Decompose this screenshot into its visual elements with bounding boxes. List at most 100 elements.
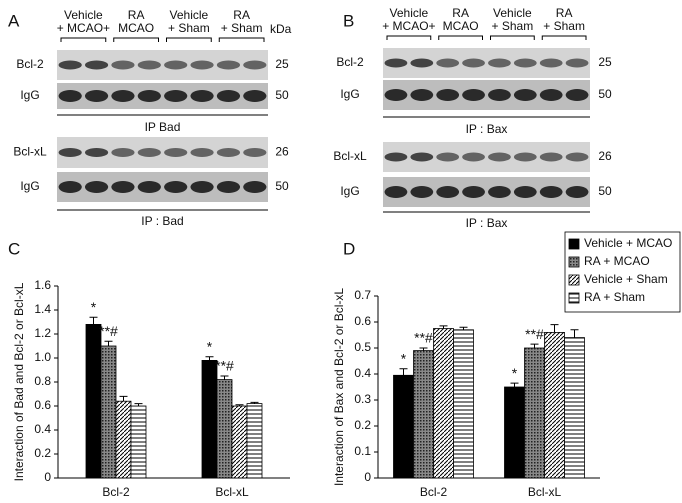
legend-box xyxy=(564,231,681,313)
y-tick-label: 0.8 xyxy=(34,374,51,388)
blot-band xyxy=(436,152,460,162)
blot-band xyxy=(84,148,109,157)
blot-band xyxy=(58,90,82,102)
blot-band xyxy=(84,60,109,70)
bar xyxy=(393,374,414,479)
blot-band xyxy=(190,148,214,157)
bar xyxy=(433,328,454,479)
y-tick-label: 1.2 xyxy=(34,326,51,340)
blot-band xyxy=(410,58,434,68)
row-label: Bcl-2 xyxy=(16,57,44,71)
group-label: Vehicle xyxy=(390,6,429,20)
significance-label: **# xyxy=(99,323,118,339)
blot-band xyxy=(164,148,188,157)
blot-band xyxy=(216,148,241,157)
blot-band xyxy=(384,89,408,101)
blot-band xyxy=(216,181,241,193)
blot-band xyxy=(513,89,537,101)
ip-caption: IP Bad xyxy=(145,120,181,134)
blot-band xyxy=(190,90,214,102)
group-label: RA xyxy=(128,8,145,22)
group-label: Vehicle xyxy=(493,6,532,20)
error-bar xyxy=(550,324,559,333)
error-bar xyxy=(220,375,229,380)
blot-band xyxy=(565,58,589,68)
row-label: IgG xyxy=(340,87,359,101)
kda-label: 50 xyxy=(275,179,289,193)
blot-band xyxy=(513,58,537,68)
blot-band xyxy=(216,90,241,102)
blot-band xyxy=(384,152,408,162)
row-label: Bcl-xL xyxy=(333,149,367,163)
bar xyxy=(453,329,474,479)
blot-band xyxy=(84,181,109,193)
group-label: MCAO xyxy=(443,19,479,33)
unit-label: kDa xyxy=(270,22,292,36)
error-bar xyxy=(510,382,519,387)
legend-label: Vehicle + MCAO xyxy=(584,236,672,250)
y-axis-label: Interaction of Bad and Bcl-2 or Bcl-xL xyxy=(12,282,26,481)
panel-label: C xyxy=(8,239,20,258)
kda-label: 25 xyxy=(598,55,612,69)
group-bracket xyxy=(166,37,212,42)
bar xyxy=(100,345,117,479)
bar xyxy=(504,386,525,479)
legend-swatch xyxy=(568,274,580,286)
group-label: + Sham xyxy=(221,21,263,35)
y-tick-label: 0.2 xyxy=(354,418,371,432)
legend-label: RA + MCAO xyxy=(584,254,650,268)
legend-swatch xyxy=(568,256,580,268)
error-bar xyxy=(235,404,244,406)
blot-band xyxy=(58,181,82,193)
row-label: Bcl-2 xyxy=(336,55,364,69)
group-label: Vehicle xyxy=(170,8,209,22)
blot-band xyxy=(462,89,485,101)
group-label: + Sham xyxy=(492,19,534,33)
panel-label: D xyxy=(343,239,355,258)
blot-band xyxy=(243,90,267,102)
significance-label: **# xyxy=(525,326,544,342)
group-label: + Sham xyxy=(168,21,210,35)
bar xyxy=(246,403,263,479)
blot-band xyxy=(164,60,188,70)
bar xyxy=(544,331,565,479)
group-bracket xyxy=(438,35,483,40)
blot-band xyxy=(384,186,408,198)
bar xyxy=(231,405,248,479)
error-bar xyxy=(250,401,259,404)
blot-band xyxy=(539,186,563,198)
blot-band xyxy=(84,90,109,102)
group-bracket xyxy=(113,37,159,42)
blot-band xyxy=(384,58,408,68)
error-bar xyxy=(205,356,214,361)
blot-band xyxy=(111,60,135,70)
blot-band xyxy=(436,58,460,68)
significance-label: * xyxy=(207,339,213,355)
legend-swatch xyxy=(568,292,580,304)
kda-label: 50 xyxy=(275,88,289,102)
y-tick-label: 0 xyxy=(44,470,51,484)
blot-band xyxy=(488,152,511,162)
bar xyxy=(85,323,102,479)
significance-label: * xyxy=(512,365,518,381)
blot-band xyxy=(410,186,434,198)
blot-band xyxy=(539,89,563,101)
bar xyxy=(201,359,218,479)
blot-band xyxy=(513,186,537,198)
blot-band xyxy=(216,60,241,70)
y-tick-label: 0.7 xyxy=(354,288,371,302)
error-bar xyxy=(399,368,408,376)
group-bracket xyxy=(60,37,107,42)
x-tick-label: Bcl-2 xyxy=(102,485,130,499)
blot-band xyxy=(436,89,460,101)
row-label: IgG xyxy=(20,88,39,102)
group-bracket xyxy=(386,35,432,40)
ip-caption: IP : Bad xyxy=(141,214,183,228)
y-tick-label: 0.4 xyxy=(354,366,371,380)
y-tick-label: 0.5 xyxy=(354,340,371,354)
legend-swatch xyxy=(568,238,580,250)
blot-band xyxy=(164,90,188,102)
group-bracket xyxy=(218,37,265,42)
blot-band xyxy=(164,181,188,193)
ip-caption: IP : Bax xyxy=(466,122,508,136)
